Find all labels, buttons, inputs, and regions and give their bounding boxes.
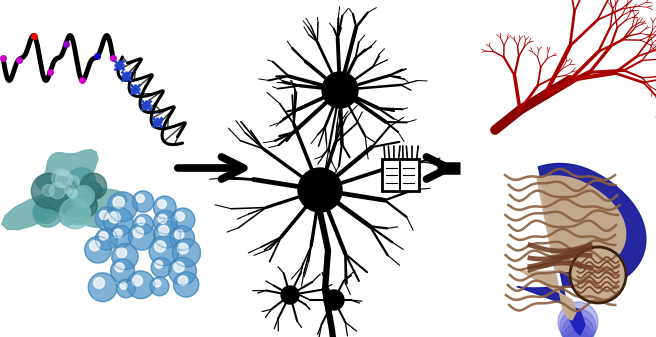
Circle shape (70, 187, 91, 209)
Circle shape (75, 194, 97, 217)
Circle shape (562, 316, 594, 337)
Circle shape (67, 203, 89, 224)
Circle shape (155, 261, 163, 268)
Circle shape (35, 200, 58, 223)
Circle shape (298, 168, 342, 212)
Circle shape (129, 223, 155, 250)
Circle shape (73, 186, 94, 207)
Circle shape (112, 244, 138, 270)
Circle shape (75, 186, 96, 208)
Circle shape (136, 194, 144, 203)
Circle shape (49, 183, 66, 199)
Circle shape (89, 273, 117, 302)
Circle shape (150, 277, 169, 296)
Circle shape (47, 177, 79, 209)
Circle shape (45, 178, 79, 212)
Circle shape (110, 225, 132, 248)
Circle shape (566, 330, 590, 337)
Circle shape (322, 72, 358, 108)
Polygon shape (517, 163, 646, 335)
Circle shape (174, 230, 184, 239)
Circle shape (134, 214, 154, 234)
Circle shape (75, 179, 96, 200)
Polygon shape (520, 176, 626, 320)
Circle shape (67, 187, 77, 198)
Circle shape (169, 257, 196, 285)
Circle shape (85, 237, 112, 263)
Circle shape (178, 243, 188, 254)
Circle shape (133, 191, 154, 212)
Circle shape (173, 239, 201, 267)
Circle shape (564, 323, 592, 337)
Circle shape (175, 212, 184, 221)
Circle shape (154, 196, 176, 219)
Circle shape (324, 290, 344, 310)
Circle shape (152, 257, 171, 277)
Circle shape (95, 207, 119, 231)
Circle shape (154, 211, 177, 234)
Circle shape (171, 208, 195, 232)
Circle shape (174, 272, 199, 297)
Circle shape (117, 279, 135, 298)
Circle shape (96, 228, 117, 250)
Circle shape (104, 207, 133, 237)
Circle shape (560, 309, 596, 337)
Circle shape (154, 221, 180, 248)
Circle shape (178, 276, 188, 285)
Circle shape (113, 197, 125, 208)
Circle shape (137, 218, 145, 225)
Circle shape (113, 229, 122, 238)
Circle shape (56, 171, 72, 188)
Circle shape (47, 180, 62, 194)
Circle shape (69, 176, 79, 186)
Circle shape (61, 192, 85, 217)
Circle shape (85, 182, 102, 200)
Circle shape (127, 271, 155, 299)
Circle shape (65, 187, 72, 194)
Circle shape (159, 225, 169, 236)
Circle shape (170, 226, 194, 250)
Circle shape (120, 282, 127, 289)
Circle shape (67, 168, 96, 197)
Circle shape (570, 247, 626, 303)
Circle shape (90, 241, 100, 251)
Polygon shape (2, 150, 127, 229)
Circle shape (174, 262, 184, 272)
Circle shape (60, 198, 91, 229)
Circle shape (154, 280, 161, 287)
Circle shape (100, 211, 109, 220)
Circle shape (43, 184, 54, 196)
Circle shape (281, 286, 299, 304)
Circle shape (69, 190, 77, 197)
Circle shape (155, 241, 166, 252)
Circle shape (149, 236, 178, 266)
Circle shape (80, 173, 106, 200)
Circle shape (52, 169, 70, 187)
Circle shape (72, 186, 86, 201)
Circle shape (558, 302, 598, 337)
Circle shape (31, 173, 66, 209)
Circle shape (94, 277, 104, 288)
Circle shape (108, 192, 137, 222)
Circle shape (133, 227, 144, 238)
Circle shape (117, 248, 127, 258)
Circle shape (54, 183, 68, 197)
Circle shape (109, 212, 120, 223)
Circle shape (132, 275, 142, 286)
Circle shape (111, 259, 134, 283)
Circle shape (33, 197, 62, 227)
Circle shape (100, 232, 108, 240)
Circle shape (158, 214, 167, 223)
Circle shape (44, 178, 75, 209)
Circle shape (115, 263, 124, 272)
FancyBboxPatch shape (382, 159, 419, 191)
Circle shape (157, 200, 166, 208)
